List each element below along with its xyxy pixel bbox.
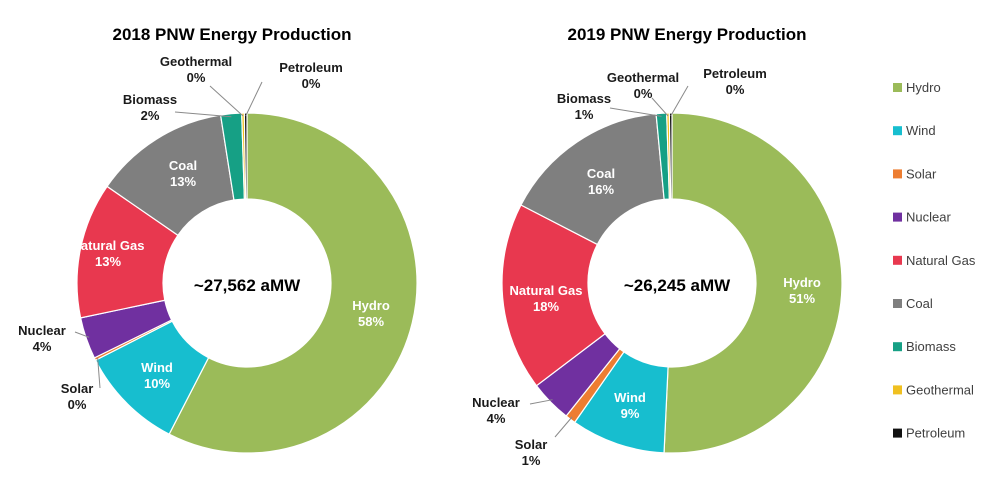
- data-label-solar: Solar 1%: [515, 437, 548, 468]
- leader-line-biomass: [609, 107, 662, 117]
- legend-label-coal: Coal: [906, 296, 933, 311]
- legend-label-solar: Solar: [906, 166, 937, 181]
- legend-label-hydro: Hydro: [906, 80, 941, 95]
- slice-hydro: [168, 112, 418, 454]
- data-label-geothermal: Geothermal 0%: [160, 54, 232, 85]
- legend-label-nuclear: Nuclear: [906, 210, 951, 225]
- legend-swatch-hydro: [893, 83, 902, 92]
- legend-label-geothermal: Geothermal: [906, 382, 974, 397]
- leader-line-nuclear: [74, 331, 90, 338]
- chart-2019: 2019 PNW Energy Production Hydro 51% Wind 9…: [472, 25, 843, 468]
- leader-line-geothermal: [209, 85, 244, 117]
- data-label-solar: Solar 0%: [61, 381, 94, 412]
- legend-label-petroleum: Petroleum: [906, 426, 965, 441]
- legend-swatch-natural-gas: [893, 255, 902, 265]
- legend-swatch-wind: [893, 126, 902, 136]
- chart-2018-title: 2018 PNW Energy Production: [113, 25, 352, 44]
- data-label-biomass: Biomass 2%: [123, 92, 177, 123]
- leader-line-biomass: [174, 111, 232, 118]
- data-label-geothermal: Geothermal 0%: [607, 70, 679, 101]
- leader-line-solar: [97, 357, 101, 389]
- legend-label-natural-gas: Natural Gas: [906, 253, 976, 268]
- chart-2019-slices: [501, 112, 843, 454]
- data-label-petroleum: Petroleum 0%: [703, 66, 767, 97]
- legend-label-wind: Wind: [906, 123, 936, 138]
- chart-2018-slices: [76, 112, 418, 454]
- data-label-petroleum: Petroleum 0%: [279, 60, 343, 91]
- leader-line-solar: [554, 416, 573, 438]
- leader-line-nuclear: [529, 399, 553, 405]
- legend-swatch-coal: [893, 299, 902, 308]
- data-label-coal: Coal 16%: [587, 166, 615, 197]
- chart-2019-title: 2019 PNW Energy Production: [568, 25, 807, 44]
- legend-swatch-biomass: [893, 342, 902, 352]
- legend-swatch-solar: [893, 169, 902, 179]
- data-label-coal: Coal 13%: [169, 158, 197, 189]
- chart-2018-leaders: [74, 81, 263, 389]
- legend-swatch-nuclear: [893, 212, 902, 222]
- chart-2018: 2018 PNW Energy Production Hydro 58% Wind 1…: [18, 25, 418, 454]
- chart-2018-labels: Hydro 58% Wind 10% Solar 0% Nuclear 4% Natural G…: [18, 54, 390, 412]
- chart-2018-center-label: ~27,562 aMW: [194, 276, 301, 295]
- data-label-biomass: Biomass 1%: [557, 91, 611, 122]
- legend-label-biomass: Biomass: [906, 339, 956, 354]
- slice-petroleum: [668, 112, 673, 200]
- data-label-wind: Wind 10%: [141, 360, 173, 391]
- data-label-nuclear: Nuclear 4%: [472, 395, 520, 426]
- leader-line-geothermal: [651, 97, 669, 117]
- chart-2019-center-label: ~26,245 aMW: [624, 276, 731, 295]
- data-label-nuclear: Nuclear 4%: [18, 323, 66, 354]
- legend-swatch-petroleum: [893, 428, 902, 438]
- slice-petroleum: [243, 112, 248, 200]
- leader-line-petroleum: [670, 85, 689, 117]
- slice-natural-gas: [501, 204, 606, 387]
- slice-hydro: [663, 112, 843, 454]
- data-label-natural-gas: Natural Gas 13%: [72, 238, 145, 269]
- legend: Hydro Wind Solar Nuclear Natural Gas Coal Biom…: [893, 80, 976, 441]
- leader-line-petroleum: [245, 81, 263, 117]
- chart-2019-labels: Hydro 51% Wind 9% Solar 1% Nuclear 4% Natural Ga…: [472, 66, 821, 468]
- data-label-natural-gas: Natural Gas 18%: [510, 283, 583, 314]
- data-label-hydro: Hydro 58%: [352, 298, 390, 329]
- data-label-wind: Wind 9%: [614, 390, 646, 421]
- chart-2019-leaders: [529, 85, 689, 438]
- legend-swatch-geothermal: [893, 385, 902, 395]
- data-label-hydro: Hydro 51%: [783, 275, 821, 306]
